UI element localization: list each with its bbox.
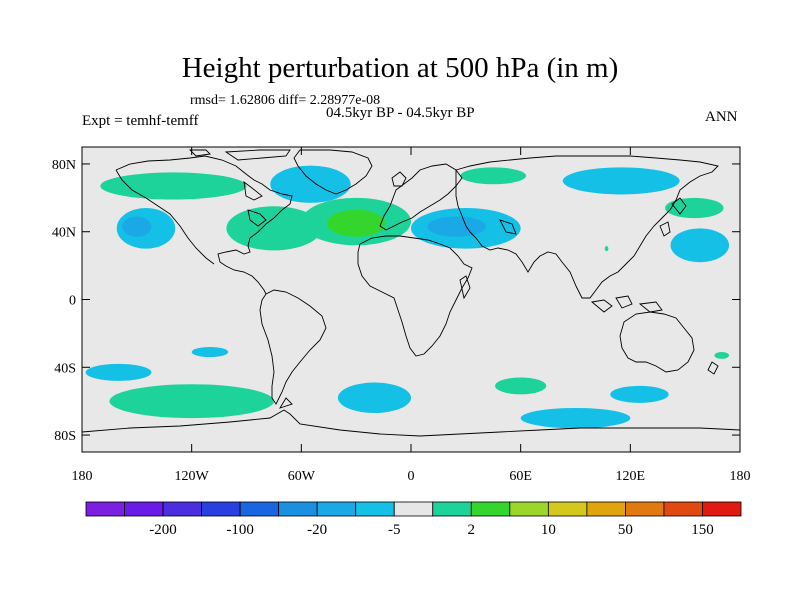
- colorbar-label: 150: [691, 522, 714, 538]
- lat-tick-label: 80S: [54, 429, 76, 444]
- lon-tick-label: 60E: [509, 469, 532, 484]
- colorbar-swatch: [470, 501, 511, 517]
- colorbar-swatch: [547, 501, 588, 517]
- anomaly-region: [604, 246, 609, 252]
- lon-tick-label: 0: [408, 469, 415, 484]
- anomaly-region: [670, 228, 730, 263]
- anomaly-region: [562, 167, 680, 195]
- axis-ticks: [81, 147, 741, 452]
- lon-tick-label: 60W: [288, 469, 316, 484]
- lon-tick-label: 180: [730, 469, 751, 484]
- anomaly-region: [100, 172, 247, 200]
- figure-subtitle: 04.5kyr BP - 04.5kyr BP: [326, 105, 475, 121]
- anomaly-region: [610, 385, 669, 403]
- colorbar-swatch: [702, 501, 742, 517]
- anomaly-region: [520, 407, 631, 429]
- anomaly-region: [427, 216, 486, 237]
- colorbar-swatch: [432, 501, 472, 517]
- anomaly-region: [122, 216, 152, 237]
- colorbar-label: -20: [307, 522, 327, 538]
- colorbar-label: -5: [388, 522, 401, 538]
- colorbar-swatch: [663, 501, 703, 517]
- colorbar-swatch: [201, 501, 241, 517]
- colorbar-swatch: [393, 501, 434, 517]
- stats-text: rmsd= 1.62806 diff= 2.28977e-08: [190, 93, 381, 108]
- anomaly-region: [226, 206, 322, 251]
- anomaly-region: [714, 352, 730, 359]
- colorbar-swatch: [586, 501, 626, 517]
- anomaly-region: [85, 363, 152, 381]
- anomaly-region: [665, 197, 724, 219]
- anomaly-region: [191, 346, 229, 358]
- lat-tick-label: 40S: [54, 361, 76, 376]
- lat-tick-label: 80N: [52, 158, 76, 173]
- colorbar-swatch: [162, 501, 202, 517]
- anomaly-region: [460, 167, 527, 185]
- lon-tick-label: 180: [72, 469, 93, 484]
- colorbar-swatch: [509, 501, 549, 517]
- colorbar-swatch: [124, 501, 164, 517]
- colorbar-swatch: [316, 501, 357, 517]
- axis-labels: 80N 40N 0 40S 80S 180 120W 60W 0 60E 120E 180: [52, 158, 751, 484]
- colorbar-label: 10: [541, 522, 556, 538]
- season-label: ANN: [705, 109, 738, 125]
- lat-tick-label: 0: [69, 294, 76, 309]
- anomaly-region: [495, 377, 547, 395]
- colorbar-label: -100: [226, 522, 254, 538]
- colorbar-label: 50: [618, 522, 633, 538]
- colorbar-swatch: [625, 501, 665, 517]
- colorbar-swatch: [278, 501, 318, 517]
- colorbar-swatch: [85, 501, 125, 517]
- colorbar-swatch: [355, 501, 395, 517]
- anomaly-region: [109, 384, 274, 419]
- colorbar-label: -200: [149, 522, 177, 538]
- coastlines: [81, 149, 741, 437]
- figure-title: Height perturbation at 500 hPa (in m): [181, 52, 619, 84]
- colorbar: -200 -100 -20 -5 2 10 50 150: [85, 501, 742, 538]
- experiment-label: Expt = temhf-temff: [82, 113, 199, 129]
- lon-tick-label: 120E: [616, 469, 646, 484]
- anomaly-field: [85, 165, 730, 429]
- colorbar-swatch: [239, 501, 280, 517]
- colorbar-label: 2: [468, 522, 476, 538]
- anomaly-region: [337, 382, 412, 414]
- anomaly-region: [326, 209, 386, 237]
- lon-tick-label: 120W: [175, 469, 210, 484]
- anomaly-region: [270, 165, 351, 203]
- lat-tick-label: 40N: [52, 226, 76, 241]
